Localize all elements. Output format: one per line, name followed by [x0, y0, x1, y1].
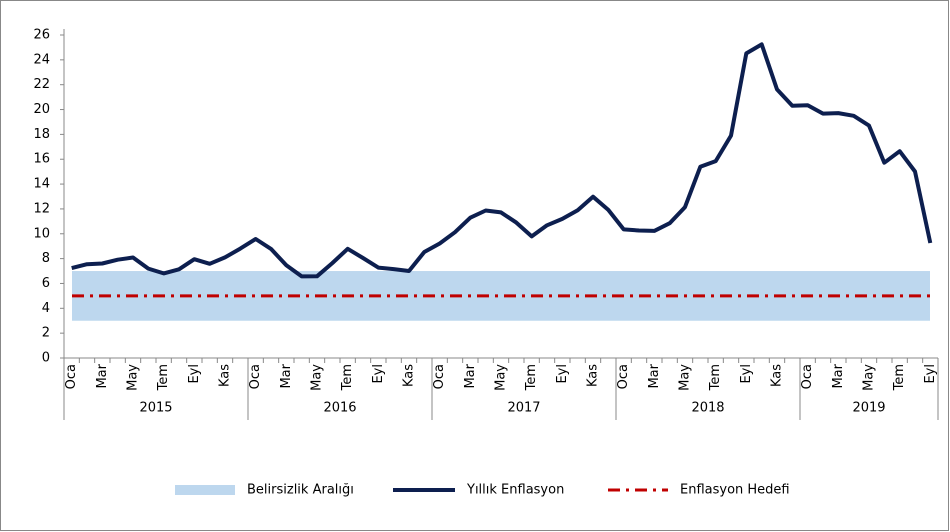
x-tick-label: Kas — [586, 364, 601, 387]
year-label: 2015 — [139, 401, 172, 416]
x-tick-label: Kas — [218, 364, 233, 387]
x-tick-label: Mar — [279, 363, 294, 388]
x-tick-label: Oca — [248, 364, 263, 389]
x-tick-label: Eyl — [923, 364, 938, 384]
x-tick-label: Eyl — [187, 364, 202, 384]
x-tick-label: Eyl — [555, 364, 570, 384]
legend-label: Yıllık Enflasyon — [466, 483, 564, 498]
y-tick-label: 20 — [33, 102, 50, 117]
x-tick-label: Mar — [95, 363, 110, 388]
x-tick-label: Tem — [708, 364, 723, 391]
x-tick-label: May — [126, 364, 141, 391]
y-tick-label: 8 — [42, 251, 50, 266]
legend-label: Enflasyon Hedefi — [680, 483, 790, 498]
x-tick-label: May — [310, 364, 325, 391]
x-tick-label: Eyl — [371, 364, 386, 384]
year-label: 2017 — [507, 401, 540, 416]
inflation-line — [71, 42, 933, 279]
y-tick-label: 10 — [33, 226, 50, 241]
y-tick-label: 26 — [33, 28, 50, 43]
x-tick-label: Tem — [156, 364, 171, 391]
x-tick-label: Oca — [64, 364, 79, 389]
y-tick-label: 18 — [33, 127, 50, 142]
year-label: 2018 — [691, 401, 724, 416]
y-tick-label: 4 — [42, 301, 50, 316]
x-tick-label: Oca — [800, 364, 815, 389]
x-tick-label: Tem — [340, 364, 355, 391]
x-tick-label: Eyl — [739, 364, 754, 384]
y-tick-label: 0 — [42, 351, 50, 366]
legend-label: Belirsizlik Aralığı — [247, 483, 354, 498]
year-label: 2019 — [852, 401, 885, 416]
x-tick-label: May — [678, 364, 693, 391]
x-tick-label: May — [494, 364, 509, 391]
y-tick-label: 16 — [33, 152, 50, 167]
x-tick-label: Kas — [770, 364, 785, 387]
x-tick-label: Oca — [616, 364, 631, 389]
y-tick-label: 24 — [33, 52, 50, 67]
y-tick-label: 6 — [42, 276, 50, 291]
x-tick-label: Mar — [463, 363, 478, 388]
y-tick-label: 12 — [33, 201, 50, 216]
y-tick-label: 22 — [33, 77, 50, 92]
x-tick-label: Kas — [402, 364, 417, 387]
x-tick-label: Oca — [432, 364, 447, 389]
x-tick-label: Mar — [647, 363, 662, 388]
y-tick-label: 14 — [33, 177, 50, 192]
x-tick-label: May — [862, 364, 877, 391]
x-tick-label: Mar — [831, 363, 846, 388]
legend-swatch — [175, 485, 235, 495]
x-tick-label: Tem — [892, 364, 907, 391]
y-tick-label: 2 — [42, 326, 50, 341]
year-label: 2016 — [323, 401, 356, 416]
x-tick-label: Tem — [524, 364, 539, 391]
